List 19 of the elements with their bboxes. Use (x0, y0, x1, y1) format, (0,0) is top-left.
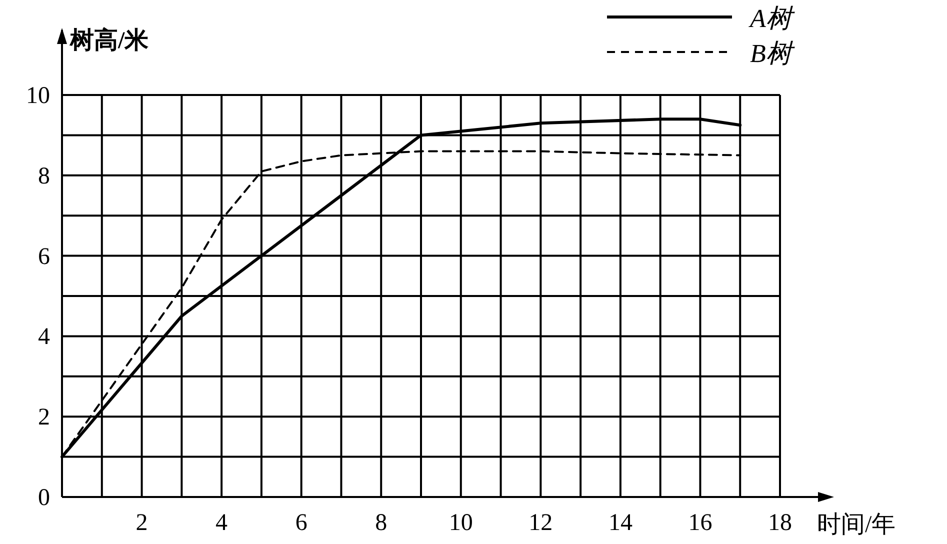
x-tick-label: 16 (688, 510, 712, 536)
x-tick-label: 4 (216, 510, 228, 536)
x-axis-title: 时间/年 (817, 512, 896, 538)
legend-label: A树 (748, 4, 795, 33)
y-tick-label: 2 (38, 404, 50, 431)
x-tick-label: 8 (375, 510, 388, 536)
x-tick-label: 10 (448, 510, 473, 536)
y-tick-label: 4 (38, 324, 50, 350)
y-axis-title: 树高/米 (69, 26, 150, 54)
y-tick-label: 10 (26, 83, 50, 109)
y-tick-label: 8 (38, 163, 50, 190)
y-tick-label: 6 (38, 244, 50, 270)
x-tick-label: 18 (768, 510, 792, 536)
x-tick-label: 6 (295, 510, 308, 536)
x-tick-label: 2 (136, 510, 148, 536)
x-tick-label: 12 (528, 510, 553, 536)
x-tick-label: 14 (608, 510, 632, 536)
legend-label: B树 (750, 39, 795, 68)
y-tick-label: 0 (38, 485, 50, 511)
